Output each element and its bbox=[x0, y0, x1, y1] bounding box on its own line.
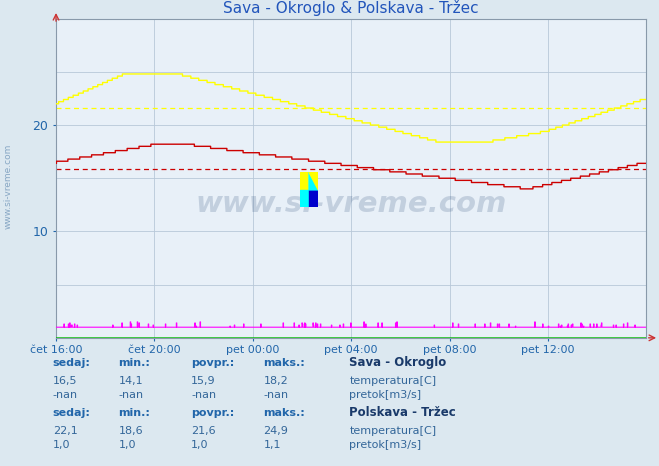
Text: Sava - Okroglo: Sava - Okroglo bbox=[349, 356, 447, 369]
Text: 24,9: 24,9 bbox=[264, 426, 289, 436]
Text: 1,0: 1,0 bbox=[191, 440, 209, 450]
Text: 15,9: 15,9 bbox=[191, 377, 215, 386]
Polygon shape bbox=[309, 172, 318, 190]
Text: min.:: min.: bbox=[119, 408, 150, 418]
Text: min.:: min.: bbox=[119, 358, 150, 368]
Text: povpr.:: povpr.: bbox=[191, 358, 235, 368]
Text: 16,5: 16,5 bbox=[53, 377, 77, 386]
Text: temperatura[C]: temperatura[C] bbox=[349, 377, 436, 386]
Text: sedaj:: sedaj: bbox=[53, 358, 90, 368]
Text: -nan: -nan bbox=[191, 391, 216, 400]
Text: www.si-vreme.com: www.si-vreme.com bbox=[195, 190, 507, 218]
Text: temperatura[C]: temperatura[C] bbox=[349, 426, 436, 436]
Text: 22,1: 22,1 bbox=[53, 426, 78, 436]
Text: maks.:: maks.: bbox=[264, 408, 305, 418]
Text: pretok[m3/s]: pretok[m3/s] bbox=[349, 391, 421, 400]
Text: 18,6: 18,6 bbox=[119, 426, 143, 436]
Title: Sava - Okroglo & Polskava - Tržec: Sava - Okroglo & Polskava - Tržec bbox=[223, 0, 478, 16]
Bar bbox=[300, 190, 309, 207]
Text: 21,6: 21,6 bbox=[191, 426, 215, 436]
Text: pretok[m3/s]: pretok[m3/s] bbox=[349, 440, 421, 450]
Text: 1,1: 1,1 bbox=[264, 440, 281, 450]
Bar bbox=[309, 172, 318, 190]
Text: -nan: -nan bbox=[53, 391, 78, 400]
Text: 14,1: 14,1 bbox=[119, 377, 143, 386]
Text: maks.:: maks.: bbox=[264, 358, 305, 368]
Text: sedaj:: sedaj: bbox=[53, 408, 90, 418]
Bar bbox=[309, 190, 318, 207]
Bar bbox=[300, 172, 309, 190]
Text: 1,0: 1,0 bbox=[119, 440, 136, 450]
Text: -nan: -nan bbox=[264, 391, 289, 400]
Polygon shape bbox=[309, 172, 318, 190]
Text: 1,0: 1,0 bbox=[53, 440, 71, 450]
Text: povpr.:: povpr.: bbox=[191, 408, 235, 418]
Text: 18,2: 18,2 bbox=[264, 377, 289, 386]
Text: www.si-vreme.com: www.si-vreme.com bbox=[3, 144, 13, 229]
Text: Polskava - Tržec: Polskava - Tržec bbox=[349, 406, 456, 418]
Text: -nan: -nan bbox=[119, 391, 144, 400]
